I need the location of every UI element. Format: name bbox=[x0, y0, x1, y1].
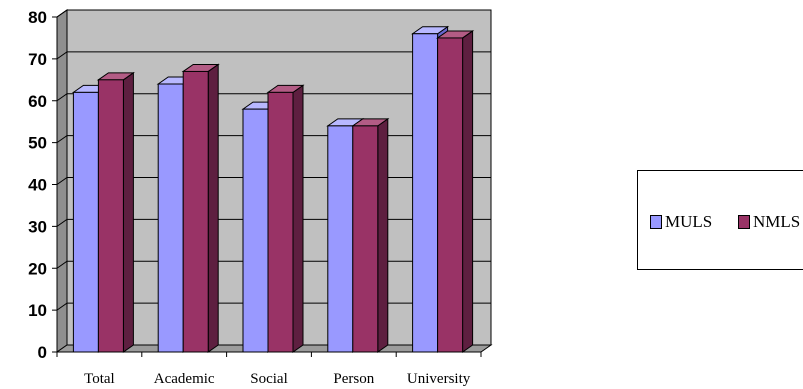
bar-side bbox=[462, 29, 474, 353]
x-tick-label-social: Social bbox=[250, 371, 288, 387]
bar-side bbox=[292, 84, 304, 353]
tick-labels: 0 10 20 30 40 50 60 70 80 Total Academic Social Pers… bbox=[28, 8, 471, 387]
legend: MULS NMLS bbox=[637, 170, 803, 270]
gridline bbox=[56, 93, 491, 102]
gridline bbox=[56, 9, 491, 18]
bar-side bbox=[122, 71, 134, 353]
bar-front bbox=[182, 70, 209, 353]
bar-front bbox=[412, 33, 439, 353]
x-tick-label-university: University bbox=[407, 371, 471, 387]
y-tick-label: 50 bbox=[28, 134, 47, 153]
legend-item-muls: MULS bbox=[650, 212, 712, 232]
legend-label-nmls: NMLS bbox=[753, 212, 801, 231]
legend-item-nmls: NMLS bbox=[738, 212, 800, 232]
bar-front bbox=[267, 91, 294, 353]
legend-swatch-muls bbox=[650, 215, 662, 229]
bar-nmls-academic bbox=[181, 63, 220, 353]
y-tick-label: 40 bbox=[28, 176, 47, 195]
bar-nmls-person bbox=[351, 117, 390, 353]
bar-nmls-university bbox=[436, 29, 475, 353]
bar-front bbox=[97, 79, 124, 353]
legend-swatch-nmls bbox=[738, 215, 750, 229]
gridline bbox=[56, 51, 491, 60]
y-tick-label: 10 bbox=[28, 301, 47, 320]
y-tick-label: 30 bbox=[28, 217, 47, 236]
legend-label-muls: MULS bbox=[665, 212, 713, 231]
x-tick-label-person: Person bbox=[333, 371, 374, 387]
y-tick-label: 20 bbox=[28, 259, 47, 278]
bar-front bbox=[327, 125, 354, 353]
x-tick-label-academic: Academic bbox=[154, 371, 215, 387]
bar-side bbox=[377, 117, 389, 353]
y-tick-label: 80 bbox=[28, 8, 47, 27]
y-tick-label: 70 bbox=[28, 50, 47, 69]
bars bbox=[71, 25, 475, 353]
bar-front bbox=[242, 108, 269, 353]
bar-front bbox=[157, 83, 184, 353]
bar-nmls-total bbox=[96, 71, 135, 353]
y-tick-label: 60 bbox=[28, 92, 47, 111]
bar-side bbox=[207, 63, 219, 353]
bar-front bbox=[72, 91, 99, 353]
bar-nmls-social bbox=[266, 84, 305, 353]
bar-front bbox=[352, 125, 379, 353]
y-tick-label: 0 bbox=[38, 343, 47, 362]
x-tick-label-total: Total bbox=[84, 371, 115, 387]
bar-front bbox=[437, 37, 464, 353]
